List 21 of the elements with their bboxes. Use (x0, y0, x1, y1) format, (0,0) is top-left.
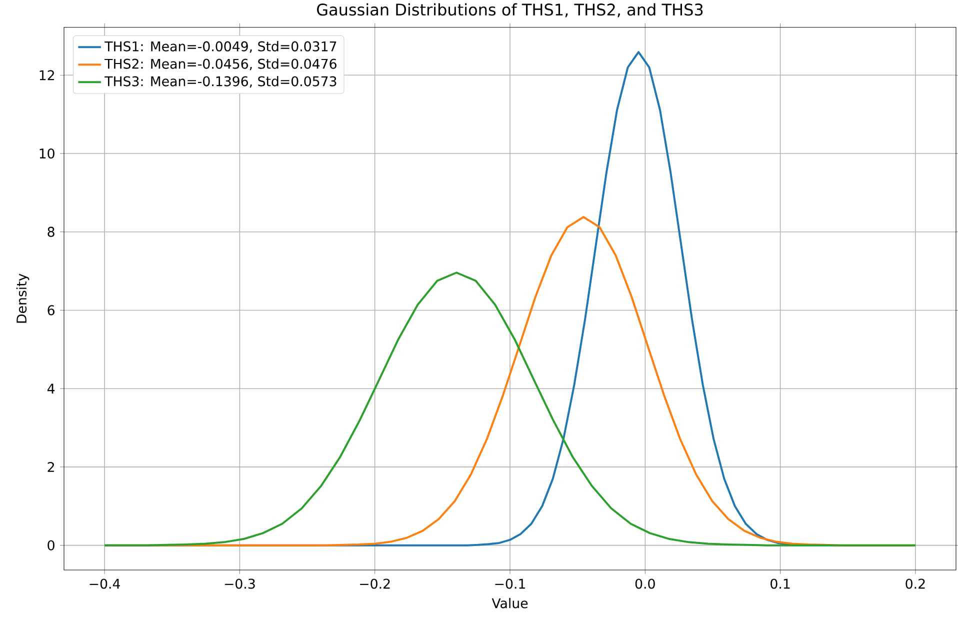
y-tick-label: 4 (47, 384, 55, 394)
legend-label: THS1: Mean=-0.0049, Std=0.0317 (104, 41, 336, 53)
y-tick-label: 12 (40, 70, 54, 80)
legend-label: THS3: Mean=-0.1396, Std=0.0573 (104, 76, 336, 88)
x-tick-label: −0.1 (495, 578, 525, 589)
x-tick-label: −0.3 (224, 578, 255, 589)
x-tick-label: 0.1 (770, 578, 790, 589)
y-tick-label: 6 (48, 305, 54, 316)
legend-label: THS2: Mean=-0.0456, Std=0.0476 (104, 58, 336, 70)
y-tick-label: 0 (48, 540, 54, 550)
y-tick-label: 8 (48, 226, 54, 237)
line-series (104, 272, 916, 546)
x-tick-label: −0.4 (90, 578, 120, 589)
x-axis-title: Value (492, 598, 528, 608)
y-tick-label: 2 (48, 462, 54, 472)
x-tick-label: 0.0 (635, 578, 655, 589)
y-tick-label: 10 (40, 148, 54, 159)
x-tick-label: −0.2 (360, 578, 390, 589)
x-tick-label: 0.2 (906, 578, 925, 589)
chart-title: Gaussian Distributions of THS1, THS2, and THS3 (317, 3, 703, 18)
y-axis-title: Density (16, 274, 30, 323)
